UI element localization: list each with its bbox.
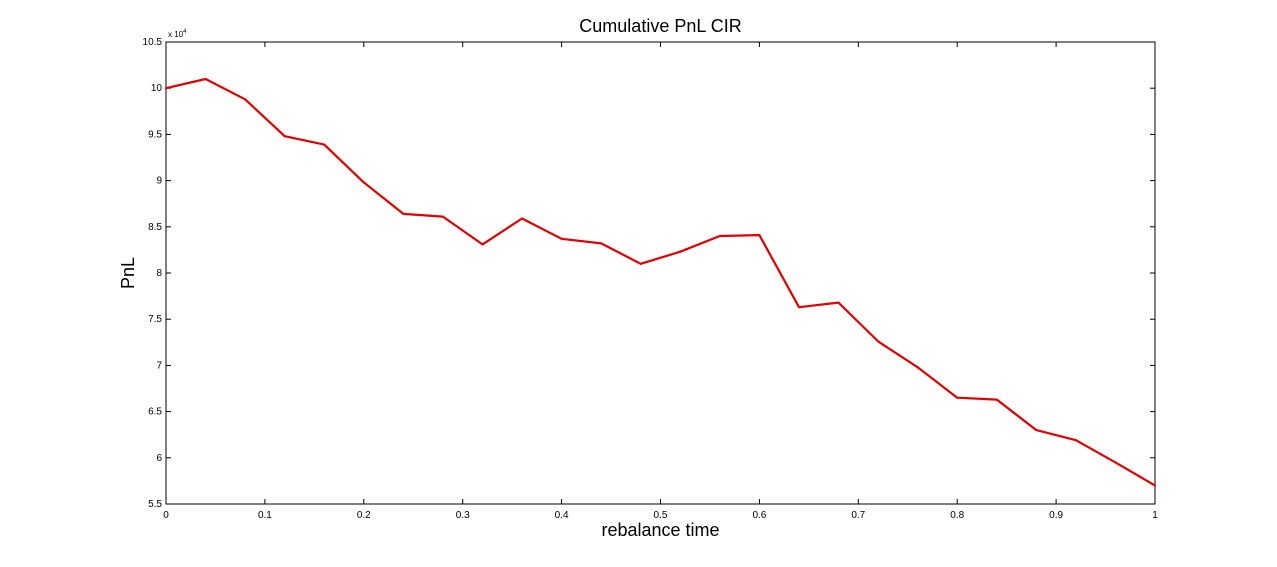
series-lines <box>164 77 1157 487</box>
series-line <box>165 77 1156 487</box>
y-tick-label: 9.5 <box>148 129 162 140</box>
x-tick-label: 0.2 <box>357 510 371 521</box>
ticks: 0 0.1 0.2 0.3 0.4 0.5 0.6 0.7 0.8 0.9 1 5.5 6 6.5 7 7.5… <box>143 37 1159 521</box>
y-scale-base: x 10 <box>168 30 184 39</box>
data-point <box>283 135 286 138</box>
y-scale-exponent: x 104 <box>168 29 187 39</box>
y-tick-label: 8 <box>156 268 162 279</box>
data-point <box>600 242 603 245</box>
y-tick-label: 7.5 <box>148 314 162 325</box>
y-tick-label: 10 <box>151 83 163 94</box>
data-point <box>876 340 880 343</box>
y-tick-label: 5.5 <box>148 499 162 510</box>
x-tick-label: 0.9 <box>1049 510 1063 521</box>
y-tick-label: 7 <box>156 360 162 371</box>
data-point <box>718 234 721 238</box>
data-point <box>639 262 642 265</box>
y-axis-label: PnL <box>118 257 138 289</box>
data-point <box>362 181 365 184</box>
data-point <box>244 98 247 101</box>
axes <box>165 41 1156 505</box>
data-point <box>916 366 919 369</box>
data-point <box>1114 461 1117 464</box>
x-tick-label: 0.1 <box>258 510 272 521</box>
x-tick-label: 0.3 <box>456 510 470 521</box>
data-point <box>323 143 326 146</box>
y-tick-label: 6 <box>156 453 162 464</box>
data-point <box>995 398 998 401</box>
data-point <box>164 87 168 90</box>
x-tick-label: 0.8 <box>950 510 964 521</box>
chart-title: Cumulative PnL CIR <box>579 16 741 36</box>
data-point <box>481 243 484 246</box>
plot-area-frame <box>165 41 1156 505</box>
x-tick-label: 1 <box>1152 510 1158 521</box>
data-point <box>520 217 524 220</box>
data-point <box>679 250 682 253</box>
y-tick-label: 8.5 <box>148 222 162 233</box>
data-point <box>1074 439 1077 442</box>
y-tick-label: 10.5 <box>143 37 163 48</box>
data-point <box>560 237 563 240</box>
y-tick-label: 6.5 <box>148 407 162 418</box>
data-point <box>1035 428 1038 432</box>
y-tick-label: 9 <box>156 176 162 187</box>
x-tick-label: 0.6 <box>752 510 766 521</box>
x-tick-label: 0 <box>163 510 169 521</box>
data-point <box>402 212 405 215</box>
x-tick-label: 0.4 <box>555 510 569 521</box>
data-point <box>204 77 207 81</box>
data-point <box>797 306 801 309</box>
x-axis-label: rebalance time <box>601 520 719 540</box>
x-tick-label: 0.5 <box>654 510 668 521</box>
y-scale-power: 4 <box>183 29 187 35</box>
data-point <box>956 396 959 399</box>
data-point <box>837 301 840 304</box>
data-point <box>1153 484 1157 487</box>
data-point <box>758 234 761 237</box>
data-point <box>441 215 445 218</box>
x-tick-label: 0.7 <box>851 510 865 521</box>
